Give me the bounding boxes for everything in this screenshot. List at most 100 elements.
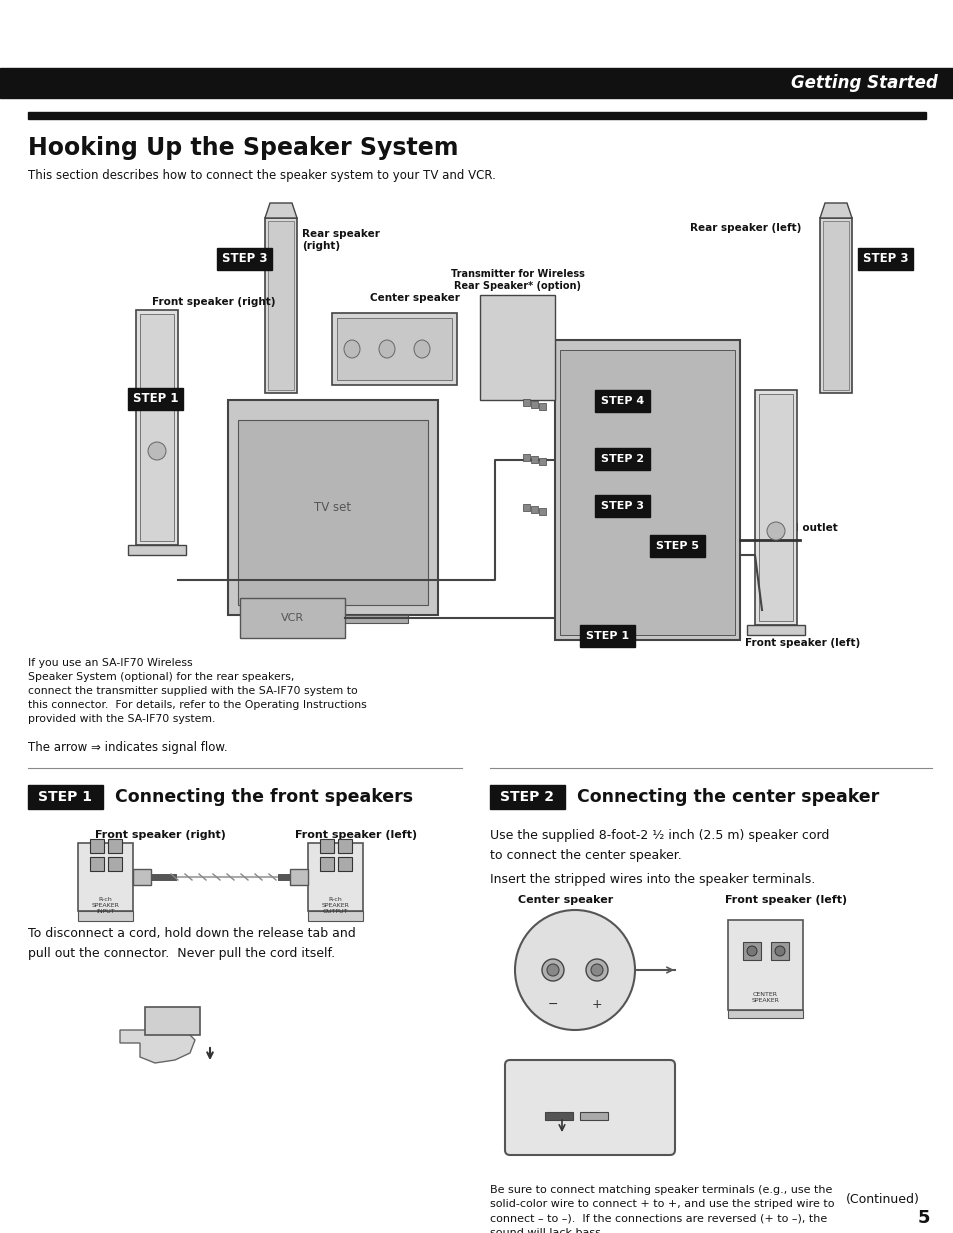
Ellipse shape [585,959,607,981]
Bar [337,838,352,853]
Text: VCR: VCR [280,613,304,623]
Bar [559,350,734,635]
Text: This section describes how to connect the speaker system to your TV and VCR.: This section describes how to connect th… [28,169,496,181]
Text: STEP 1: STEP 1 [585,631,628,641]
Bar [90,857,104,870]
Bar [522,504,530,510]
Bar [479,295,555,399]
Text: Rear speaker
(right): Rear speaker (right) [302,229,379,250]
Text: Center speaker: Center speaker [517,895,613,905]
Text: Front speaker (left): Front speaker (left) [744,637,860,649]
Text: Transmitter for Wireless
Rear Speaker* (option): Transmitter for Wireless Rear Speaker* (… [450,269,584,291]
Bar [538,457,545,465]
Bar [544,1112,573,1120]
Bar [28,785,103,809]
Text: Connecting the front speakers: Connecting the front speakers [115,788,413,806]
Bar [265,218,296,393]
Text: Rear speaker (left): Rear speaker (left) [689,223,801,233]
Bar [742,942,760,961]
Text: Front speaker (right): Front speaker (right) [95,830,226,840]
Bar [136,309,178,545]
Polygon shape [820,203,851,218]
Bar [268,221,294,390]
Text: 5: 5 [917,1210,929,1227]
Bar [132,869,151,885]
Text: TV set: TV set [314,501,352,514]
Bar [727,920,802,1010]
Bar [108,838,122,853]
Bar [78,911,132,921]
Bar [490,785,564,809]
Text: STEP 1: STEP 1 [132,392,178,406]
Text: STEP 3: STEP 3 [600,501,643,510]
Ellipse shape [541,959,563,981]
Text: STEP 2: STEP 2 [600,454,643,464]
Bar [538,403,545,411]
Text: To disconnect a cord, hold down the release tab and: To disconnect a cord, hold down the rele… [28,926,355,940]
Bar [319,838,334,853]
Text: Be sure to connect matching speaker terminals (e.g., use the
solid-color wire to: Be sure to connect matching speaker term… [490,1185,834,1233]
Text: STEP 2: STEP 2 [499,790,554,804]
Bar [759,395,792,621]
Ellipse shape [746,946,757,956]
Text: Front speaker (right): Front speaker (right) [152,297,275,307]
Text: STEP 5: STEP 5 [656,541,699,551]
Bar [140,314,173,541]
Bar [237,420,428,605]
Ellipse shape [774,946,784,956]
Text: To wall outlet: To wall outlet [758,523,837,533]
Text: STEP 4: STEP 4 [600,396,643,406]
Text: pull out the connector.  Never pull the cord itself.: pull out the connector. Never pull the c… [28,947,335,959]
Bar [579,1112,607,1120]
Text: CENTER
SPEAKER: CENTER SPEAKER [751,993,779,1004]
Text: +: + [591,997,601,1011]
Bar [337,857,352,870]
Text: STEP 3: STEP 3 [862,253,907,265]
Text: Getting Started: Getting Started [790,74,937,92]
Bar [727,1010,802,1018]
Bar [770,942,788,961]
Ellipse shape [344,340,359,358]
Ellipse shape [378,340,395,358]
Bar [308,911,363,921]
Polygon shape [265,203,296,218]
Text: R-ch
SPEAKER
INPUT: R-ch SPEAKER INPUT [91,896,119,915]
FancyBboxPatch shape [504,1060,675,1155]
Bar [754,390,796,625]
Bar [108,857,122,870]
Text: (Continued): (Continued) [845,1194,919,1207]
Text: −: − [547,997,558,1011]
Text: Insert the stripped wires into the speaker terminals.: Insert the stripped wires into the speak… [490,873,815,887]
Bar [522,399,530,406]
Bar [290,869,308,885]
Bar [531,456,537,464]
Bar [531,506,537,513]
Bar [228,399,437,615]
Bar [145,1007,200,1034]
Polygon shape [120,1030,194,1063]
Ellipse shape [148,441,166,460]
Text: Center speaker: Center speaker [369,293,459,303]
Text: to connect the center speaker.: to connect the center speaker. [490,848,681,862]
Ellipse shape [766,522,784,540]
Bar [649,535,704,557]
Text: STEP 1: STEP 1 [38,790,91,804]
Ellipse shape [515,910,635,1030]
Bar [595,494,649,517]
Bar [336,318,452,380]
Bar [128,545,186,555]
Text: Front speaker (left): Front speaker (left) [294,830,416,840]
Bar [522,454,530,461]
Bar [216,248,272,270]
Text: The arrow ⇒ indicates signal flow.: The arrow ⇒ indicates signal flow. [28,741,228,755]
Bar [538,508,545,515]
Ellipse shape [546,964,558,977]
Text: Hooking Up the Speaker System: Hooking Up the Speaker System [28,136,458,160]
Bar [78,843,132,911]
Text: If you use an SA-IF70 Wireless
Speaker System (optional) for the rear speakers,
: If you use an SA-IF70 Wireless Speaker S… [28,658,366,724]
Bar [822,221,848,390]
Bar [579,625,635,647]
Bar [28,112,925,120]
Text: STEP 3: STEP 3 [221,253,267,265]
Bar [595,448,649,470]
